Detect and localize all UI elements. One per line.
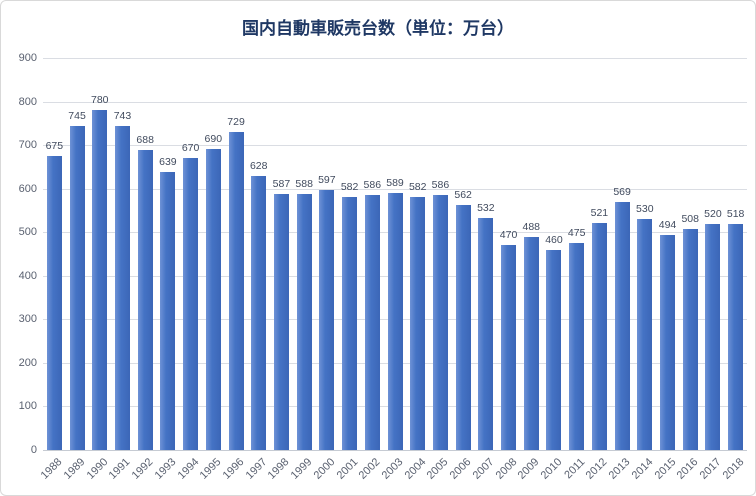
y-tick-label: 800 bbox=[18, 96, 37, 108]
bar bbox=[160, 172, 176, 450]
bar bbox=[682, 229, 698, 450]
bar bbox=[319, 190, 335, 450]
bar bbox=[273, 194, 289, 450]
bar bbox=[614, 202, 630, 450]
bar bbox=[660, 235, 676, 450]
bar bbox=[455, 205, 471, 450]
bar-value-label: 743 bbox=[113, 110, 132, 122]
bar-value-label: 597 bbox=[318, 174, 336, 186]
bar-value-label: 688 bbox=[136, 134, 154, 146]
bar-value-label: 587 bbox=[272, 178, 291, 190]
bar bbox=[251, 176, 267, 450]
y-tick-label: 500 bbox=[18, 226, 37, 238]
bar bbox=[523, 237, 539, 450]
bar bbox=[501, 245, 517, 450]
bar-value-label: 780 bbox=[91, 94, 109, 106]
bar-value-label: 729 bbox=[227, 116, 245, 128]
bar-value-label: 532 bbox=[477, 202, 495, 214]
bar-value-label: 488 bbox=[522, 221, 541, 233]
gridline bbox=[43, 58, 747, 59]
bar-value-label: 518 bbox=[726, 208, 745, 220]
bar bbox=[137, 150, 153, 450]
bar-value-label: 494 bbox=[658, 219, 677, 231]
bar-value-label: 639 bbox=[159, 156, 177, 168]
bar-value-label: 582 bbox=[408, 181, 427, 193]
x-axis: 1988 1989 1990 1991 1992 1993 1994 1995 1996 1997… bbox=[39, 453, 747, 495]
bar bbox=[92, 110, 108, 450]
bar bbox=[205, 149, 221, 450]
gridline bbox=[43, 145, 747, 146]
bar bbox=[410, 197, 426, 450]
bar bbox=[637, 219, 653, 450]
y-tick-label: 300 bbox=[18, 313, 37, 325]
bar-value-label: 675 bbox=[45, 140, 64, 152]
chart-title: 国内自動車販売台数（単位：万台） bbox=[242, 19, 514, 38]
bar bbox=[69, 126, 85, 450]
bar-value-label: 521 bbox=[590, 207, 609, 219]
bar bbox=[228, 132, 244, 450]
bar bbox=[478, 218, 494, 450]
bar bbox=[432, 195, 448, 450]
bar-value-label: 582 bbox=[340, 181, 359, 193]
bar-value-label: 508 bbox=[681, 213, 699, 225]
gridline bbox=[43, 450, 747, 451]
y-axis: 900 800 700 600 500 400 300 200 100 0 bbox=[1, 52, 37, 456]
bar-value-label: 589 bbox=[386, 177, 404, 189]
bar-value-label: 475 bbox=[567, 227, 586, 239]
bar bbox=[728, 224, 744, 450]
gridline bbox=[43, 189, 747, 190]
bar bbox=[183, 158, 199, 450]
bar bbox=[387, 193, 403, 450]
bar bbox=[591, 223, 607, 450]
gridline bbox=[43, 102, 747, 103]
bar-value-label: 569 bbox=[613, 186, 631, 198]
y-tick-label: 900 bbox=[18, 52, 37, 64]
bar-value-label: 470 bbox=[499, 229, 518, 241]
y-tick-label: 0 bbox=[30, 444, 37, 456]
bar bbox=[546, 250, 562, 450]
bar-value-label: 520 bbox=[704, 208, 722, 220]
y-tick-label: 600 bbox=[18, 183, 37, 195]
plot-area: 675 745 780 743 688 639 670 690 729 628 587 588 597 5… bbox=[43, 58, 747, 451]
y-tick-label: 200 bbox=[18, 357, 37, 369]
bar-value-label: 588 bbox=[295, 178, 313, 190]
bar bbox=[705, 224, 721, 450]
bar bbox=[342, 197, 358, 450]
bar-value-label: 460 bbox=[545, 234, 563, 246]
y-tick-label: 400 bbox=[18, 270, 37, 282]
bar-value-label: 745 bbox=[68, 110, 86, 122]
bar bbox=[296, 194, 312, 450]
y-tick-label: 100 bbox=[18, 400, 37, 412]
bar bbox=[46, 156, 62, 450]
y-tick-label: 700 bbox=[18, 139, 37, 151]
bar-value-label: 562 bbox=[454, 189, 472, 201]
bar bbox=[114, 126, 130, 450]
bar-value-label: 530 bbox=[636, 203, 654, 215]
bar-value-label: 628 bbox=[249, 160, 268, 172]
bar bbox=[364, 195, 380, 450]
bar-value-label: 670 bbox=[181, 142, 200, 154]
bar-value-label: 690 bbox=[204, 133, 223, 145]
bar-value-label: 586 bbox=[363, 179, 382, 191]
bar-value-label: 586 bbox=[431, 179, 450, 191]
bar bbox=[569, 243, 585, 450]
